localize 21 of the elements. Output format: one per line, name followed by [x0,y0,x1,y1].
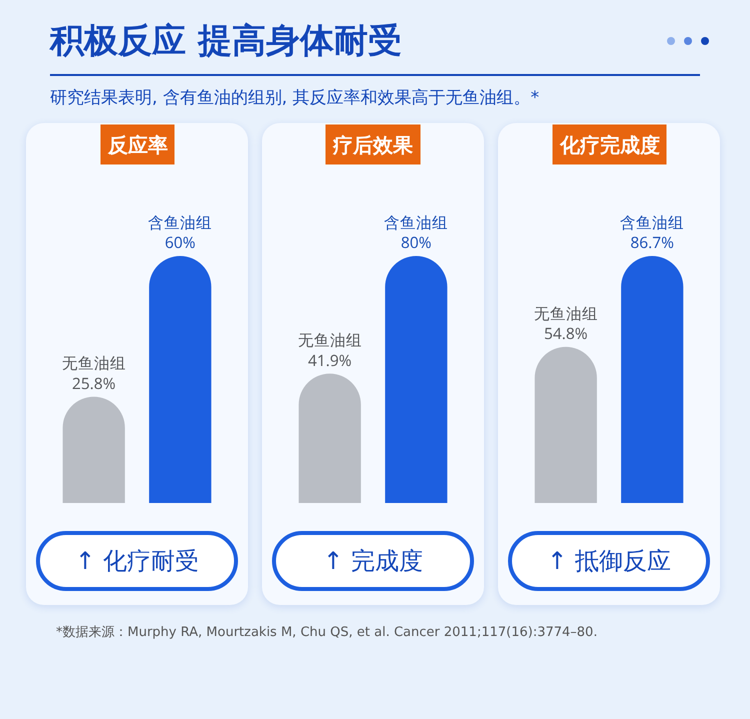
data-label: 54.8% [544,322,588,344]
data-label: 80% [400,231,432,254]
data-label: 25.8% [72,372,116,394]
data-label: 86.7% [630,231,674,254]
text: 研究结果表明, 含有鱼油的组别, 其反应率和效果高于无鱼油组。* [50,87,540,109]
chart-title: 化疗完成度 [559,131,660,158]
text: ↑ 化疗耐受 [36,531,238,591]
text: *数据来源：Murphy RA, Mourtzakis M, Chu QS, et al. Cancer 2011;117(16):3774–80. [55,624,598,642]
x-tick-label: 无鱼油组 [534,302,598,324]
chart-title: 疗后效果 [332,131,414,158]
x-tick-label: 含鱼油组 [620,210,684,233]
chart-title: 反应率 [107,131,168,158]
text: ↑ 完成度 [272,531,474,591]
x-tick-label: 含鱼油组 [384,210,448,233]
x-tick-label: 无鱼油组 [62,352,126,374]
x-tick-label: 含鱼油组 [148,210,212,233]
x-tick-label: 无鱼油组 [298,328,362,351]
data-label: 60% [164,231,196,254]
data-label: 41.9% [308,348,352,371]
text: ↑ 抵御反应 [508,531,710,591]
text: 积极反应 提高身体耐受 [50,18,700,76]
